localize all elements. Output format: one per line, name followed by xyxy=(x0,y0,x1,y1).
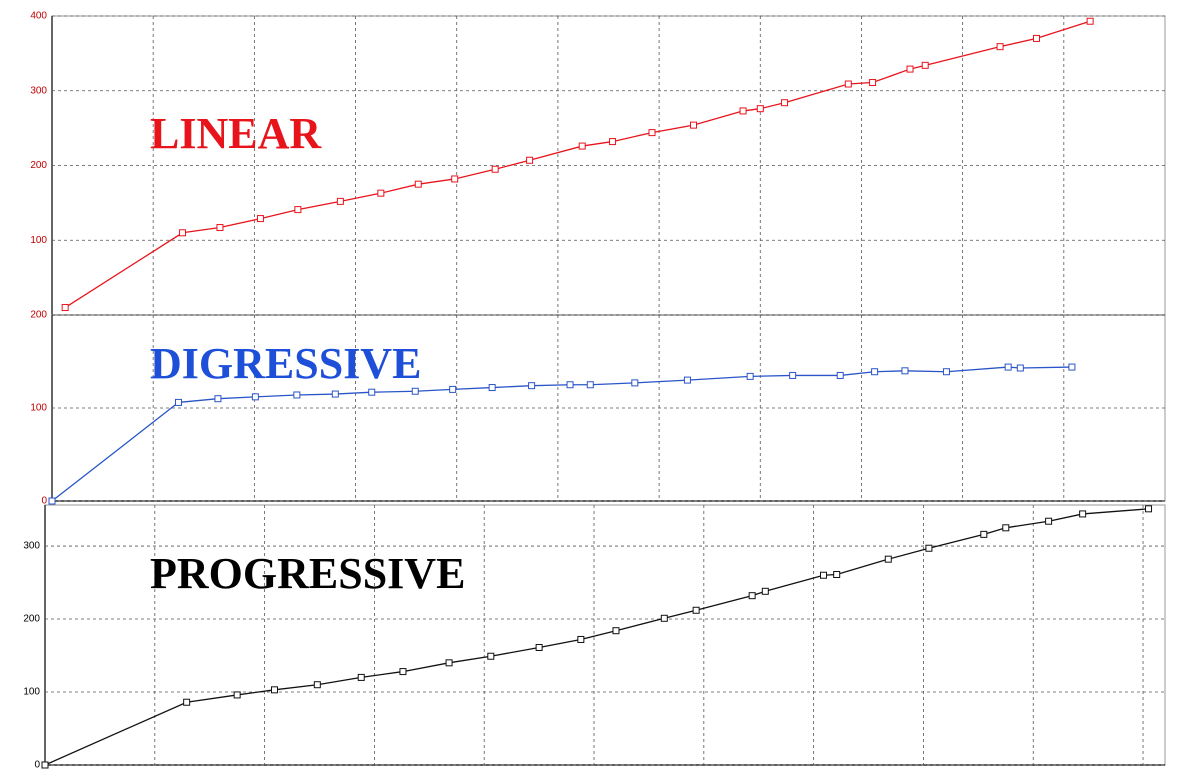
data-marker xyxy=(331,390,339,398)
data-marker xyxy=(48,497,56,505)
data-marker xyxy=(648,129,656,137)
data-marker xyxy=(844,80,852,88)
y-tick-label: 300 xyxy=(30,85,47,96)
data-marker xyxy=(921,61,929,69)
data-marker xyxy=(761,587,769,595)
data-marker xyxy=(578,142,586,150)
data-marker xyxy=(293,391,301,399)
data-marker xyxy=(884,555,892,563)
y-tick-label: 100 xyxy=(30,235,47,246)
data-marker xyxy=(61,304,69,312)
data-marker xyxy=(174,398,182,406)
panel-title: DIGRESSIVE xyxy=(150,339,421,388)
y-tick-label: 200 xyxy=(30,160,47,171)
data-marker xyxy=(980,530,988,538)
data-marker xyxy=(251,393,259,401)
data-marker xyxy=(683,376,691,384)
data-marker xyxy=(692,606,700,614)
data-marker xyxy=(660,614,668,622)
data-marker xyxy=(449,385,457,393)
y-tick-label: 400 xyxy=(30,11,47,22)
data-marker xyxy=(869,79,877,87)
data-marker xyxy=(488,384,496,392)
data-marker xyxy=(746,372,754,380)
data-marker xyxy=(445,659,453,667)
data-marker xyxy=(377,189,385,197)
data-marker xyxy=(748,592,756,600)
y-tick-label: 200 xyxy=(30,310,47,321)
data-marker xyxy=(528,382,536,390)
data-marker xyxy=(631,379,639,387)
data-marker xyxy=(1002,524,1010,532)
y-tick-label: 100 xyxy=(23,687,40,698)
data-marker xyxy=(925,544,933,552)
panel-title: PROGRESSIVE xyxy=(150,549,465,598)
data-marker xyxy=(833,571,841,579)
series-line xyxy=(51,366,1072,502)
data-marker xyxy=(526,156,534,164)
data-marker xyxy=(612,627,620,635)
data-marker xyxy=(256,215,264,223)
data-marker xyxy=(1068,363,1076,371)
panel-frame xyxy=(44,504,1166,766)
data-marker xyxy=(756,105,764,113)
data-marker xyxy=(399,668,407,676)
panel-title: LINEAR xyxy=(150,109,322,158)
data-marker xyxy=(996,43,1004,51)
data-marker xyxy=(586,381,594,389)
data-marker xyxy=(183,698,191,706)
data-marker xyxy=(1045,517,1053,525)
data-marker xyxy=(214,395,222,403)
data-marker xyxy=(566,381,574,389)
data-marker xyxy=(836,371,844,379)
data-marker xyxy=(1145,505,1153,513)
data-marker xyxy=(1032,34,1040,42)
data-marker xyxy=(491,165,499,173)
data-marker xyxy=(179,229,187,237)
data-marker xyxy=(789,371,797,379)
data-marker xyxy=(41,761,49,769)
series-line xyxy=(44,508,1149,766)
data-marker xyxy=(414,180,422,188)
data-marker xyxy=(1016,364,1024,372)
data-marker xyxy=(820,571,828,579)
data-marker xyxy=(901,367,909,375)
data-marker xyxy=(411,387,419,395)
series-line xyxy=(64,20,1091,309)
data-marker xyxy=(357,673,365,681)
data-marker xyxy=(294,206,302,214)
data-marker xyxy=(609,138,617,146)
y-tick-label: 100 xyxy=(30,403,47,414)
data-marker xyxy=(1004,363,1012,371)
data-marker xyxy=(577,635,585,643)
data-marker xyxy=(233,691,241,699)
data-marker xyxy=(871,368,879,376)
data-marker xyxy=(906,65,914,73)
data-marker xyxy=(451,175,459,183)
data-marker xyxy=(781,99,789,107)
data-marker xyxy=(1079,510,1087,518)
panel-frame xyxy=(51,15,1166,316)
y-tick-label: 0 xyxy=(41,496,47,507)
data-marker xyxy=(487,652,495,660)
data-marker xyxy=(336,197,344,205)
y-tick-label: 300 xyxy=(23,541,40,552)
data-marker xyxy=(313,681,321,689)
y-tick-label: 0 xyxy=(34,760,40,771)
data-marker xyxy=(535,643,543,651)
data-marker xyxy=(942,368,950,376)
data-marker xyxy=(689,121,697,129)
data-marker xyxy=(270,686,278,694)
data-marker xyxy=(216,224,224,232)
data-marker xyxy=(368,388,376,396)
y-tick-label: 200 xyxy=(23,614,40,625)
data-marker xyxy=(739,107,747,115)
data-marker xyxy=(1086,17,1094,25)
